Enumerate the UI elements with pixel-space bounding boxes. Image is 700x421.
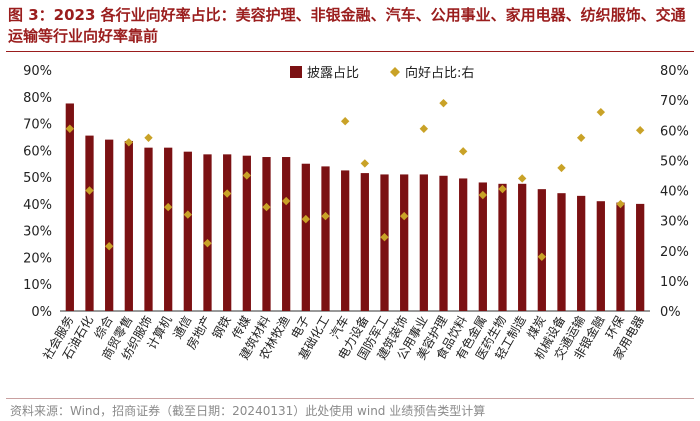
bar-series (65, 103, 645, 311)
scatter-point (576, 133, 586, 142)
scatter-point (281, 196, 291, 206)
legend-diamond-label: 向好占比:右 (405, 65, 474, 81)
bar (360, 173, 369, 311)
scatter-point (635, 126, 645, 135)
scatter-point (124, 138, 134, 147)
left-tick-label: 40% (23, 198, 52, 213)
bar (282, 157, 291, 311)
right-tick-label: 20% (660, 245, 689, 260)
bar (400, 174, 409, 311)
right-tick-label: 40% (660, 185, 689, 200)
scatter-point (360, 159, 370, 168)
scatter-point (144, 133, 153, 142)
scatter-point (85, 186, 94, 195)
right-tick-label: 30% (660, 215, 689, 230)
chart-title: 图 3：2023 各行业向好率占比：美容护理、非银金融、汽车、公用事业、家用电器… (8, 6, 686, 45)
scatter-point (203, 239, 212, 248)
category-labels: 社会服务石油石化综合商贸零售纺织服饰计算机通信房地产钢铁传媒建筑材料农林牧渔电子… (39, 313, 646, 362)
footer-divider (6, 398, 694, 399)
bar (341, 170, 350, 311)
scatter-point (262, 202, 271, 212)
scatter-point (478, 190, 488, 200)
bar (380, 174, 389, 311)
bar (577, 195, 586, 311)
bar (262, 157, 271, 311)
bar (65, 103, 74, 311)
bar (144, 147, 153, 311)
scatter-point (222, 189, 232, 198)
scatter-point (517, 174, 527, 183)
bar (616, 202, 625, 311)
scatter-point (163, 202, 173, 212)
bar (459, 178, 468, 311)
bar (498, 183, 507, 311)
scatter-point (439, 98, 448, 108)
scatter-point (321, 211, 330, 221)
source-note: 资料来源：Wind，招商证券（截至日期：20240131）此处使用 wind 业… (10, 404, 486, 418)
left-tick-label: 50% (23, 171, 52, 186)
legend-bar-swatch (290, 66, 302, 78)
scatter-point (104, 242, 114, 251)
bar (85, 135, 94, 311)
left-tick-label: 20% (23, 251, 52, 266)
scatter-point (340, 117, 350, 126)
scatter-point (399, 211, 409, 221)
left-tick-label: 70% (23, 118, 52, 133)
scatter-series (65, 98, 645, 261)
right-tick-label: 0% (660, 305, 681, 320)
scatter-point (242, 171, 252, 180)
bar (478, 182, 487, 311)
scatter-point (65, 124, 75, 133)
right-axis: 0% 10% 20% 30% 40% 50% 60% 70% 80% (660, 64, 689, 320)
right-tick-label: 10% (660, 275, 689, 290)
bar (183, 151, 192, 311)
left-axis: 0% 10% 20% 30% 40% 50% 60% 70% 80% 90% (23, 64, 52, 320)
bar (124, 140, 133, 311)
bar (439, 175, 448, 311)
bar (203, 154, 212, 311)
left-tick-label: 30% (23, 225, 52, 240)
category-label: 钢铁 (210, 314, 234, 342)
left-tick-label: 80% (23, 91, 52, 106)
scatter-point (419, 124, 429, 133)
scatter-point (596, 107, 606, 117)
right-tick-label: 60% (660, 124, 689, 139)
scatter-point (380, 232, 389, 242)
bar (596, 201, 605, 311)
bar (636, 203, 645, 311)
bar (419, 174, 428, 311)
scatter-point (458, 147, 468, 156)
right-tick-label: 50% (660, 154, 689, 169)
left-tick-label: 90% (23, 64, 52, 79)
bar (223, 154, 232, 311)
bar (105, 139, 114, 311)
legend-diamond-swatch (390, 67, 400, 77)
scatter-point (183, 210, 193, 219)
left-tick-label: 0% (31, 305, 52, 320)
bar (537, 189, 546, 311)
bar (301, 163, 310, 311)
bar (164, 147, 173, 311)
scatter-point (301, 214, 311, 224)
legend-bar-label: 披露占比 (307, 66, 359, 81)
scatter-point (537, 252, 547, 261)
bar (518, 183, 527, 311)
scatter-point (557, 163, 566, 173)
left-tick-label: 60% (23, 144, 52, 159)
scatter-point (616, 199, 625, 209)
legend: 披露占比 向好占比:右 (290, 65, 474, 81)
title-divider (6, 51, 694, 52)
bar (242, 155, 251, 311)
scatter-point (498, 184, 507, 194)
right-tick-label: 70% (660, 94, 689, 109)
right-tick-label: 80% (660, 64, 689, 79)
left-tick-label: 10% (23, 278, 52, 293)
bar (557, 193, 566, 311)
bar (321, 166, 330, 311)
